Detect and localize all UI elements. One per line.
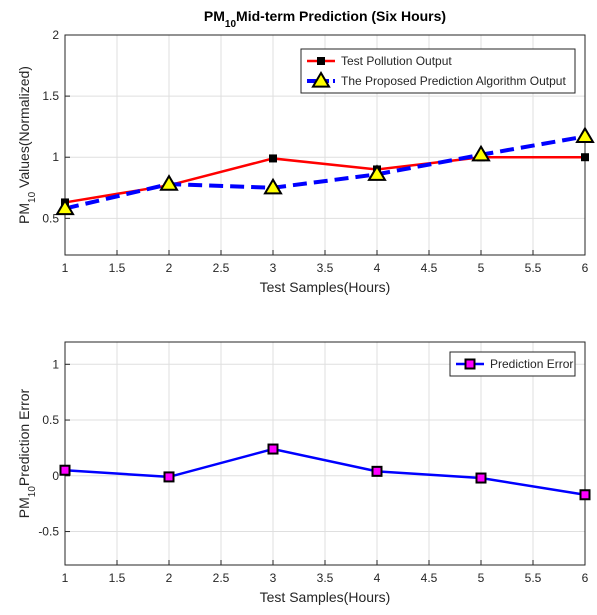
- y-tick-label: -0.5: [38, 525, 59, 539]
- x-tick-label: 4: [374, 261, 381, 275]
- marker: [267, 443, 279, 455]
- x-tick-label: 1.5: [109, 571, 126, 585]
- chart-title-part: PM: [204, 8, 225, 24]
- x-tick-label: 4.5: [421, 571, 438, 585]
- marker: [311, 71, 331, 88]
- marker: [371, 465, 383, 477]
- y-tick-label: 0.5: [42, 413, 59, 427]
- x-tick-label: 3.5: [317, 261, 334, 275]
- x-tick-label: 2.5: [213, 261, 230, 275]
- y-tick-label: 2: [52, 28, 59, 42]
- legend-label: The Proposed Prediction Algorithm Output: [341, 74, 566, 88]
- chart: 1 1.5 2 2.5 3 3.5 4 4.5 5 5.5 6 -0.5 0 0.5 1 Test Sampl…: [16, 341, 591, 605]
- marker: [317, 57, 325, 65]
- marker: [575, 126, 595, 144]
- y-axis-label-part: Values(Normalized): [16, 66, 32, 192]
- x-tick-label: 5: [478, 261, 485, 275]
- y-tick-label: 0: [52, 469, 59, 483]
- x-tick-label: 2.5: [213, 571, 230, 585]
- y-tick-label: 1: [52, 150, 59, 164]
- x-tick-label: 3: [270, 261, 277, 275]
- y-axis-label: PM10 Values(Normalized): [16, 66, 38, 224]
- x-tick-label: 6: [582, 261, 589, 275]
- x-tick-label: 6: [582, 571, 589, 585]
- y-axis-label-part: PM: [16, 497, 32, 518]
- x-tick-label: 5: [478, 571, 485, 585]
- series-line: [64, 134, 586, 211]
- chart-title-part: Mid-term Prediction (Six Hours): [236, 8, 446, 24]
- marker: [475, 472, 487, 484]
- legend-box: [300, 48, 576, 94]
- x-tick-label: 4.5: [421, 261, 438, 275]
- y-tick-label: 0.5: [42, 211, 59, 225]
- marker: [367, 164, 387, 181]
- legend: Test Pollution Output The Proposed Predic…: [300, 48, 576, 94]
- marker: [159, 174, 179, 191]
- y-axis-label-part: PM: [16, 203, 32, 224]
- marker: [464, 358, 476, 370]
- x-tick-label: 5.5: [525, 261, 542, 275]
- x-tick-label: 4: [374, 571, 381, 585]
- y-axis-label-part: Prediction Error: [16, 388, 32, 486]
- marker: [471, 144, 491, 162]
- plot-frame: [64, 34, 586, 256]
- chart: 1 1.5 2 2.5 3 3.5 4 4.5 5 5.5 60.511.52PM10Mid-ter…: [16, 8, 595, 295]
- legend-label: Prediction Error: [490, 357, 573, 371]
- marker: [163, 471, 175, 483]
- chart-title-part: 10: [225, 19, 237, 30]
- y-tick-label: 1: [52, 357, 59, 371]
- marker: [579, 489, 591, 501]
- x-tick-label: 2: [166, 261, 173, 275]
- x-axis-label: Test Samples(Hours): [260, 279, 391, 295]
- marker: [269, 154, 277, 163]
- y-tick-label: 1.5: [42, 89, 59, 103]
- x-tick-label: 1: [62, 571, 69, 585]
- x-tick-label: 5.5: [525, 571, 542, 585]
- x-tick-label: 1: [62, 261, 69, 275]
- legend: Prediction Error: [449, 351, 576, 377]
- marker: [263, 177, 283, 195]
- plot-frame: [64, 341, 586, 566]
- y-axis-label-part: 10: [27, 486, 38, 498]
- marker: [59, 464, 71, 476]
- marker: [581, 153, 589, 162]
- y-axis-label: PM10Prediction Error: [16, 388, 38, 518]
- x-axis-label: Test Samples(Hours): [260, 589, 391, 605]
- chart-title: PM10Mid-term Prediction (Six Hours): [204, 8, 446, 30]
- x-tick-label: 2: [166, 571, 173, 585]
- series-line: [64, 447, 586, 496]
- x-tick-label: 3: [270, 571, 277, 585]
- marker: [55, 198, 75, 216]
- legend-label: Test Pollution Output: [341, 54, 452, 68]
- x-tick-label: 1.5: [109, 261, 126, 275]
- x-tick-label: 3.5: [317, 571, 334, 585]
- y-axis-label-part: 10: [27, 191, 38, 203]
